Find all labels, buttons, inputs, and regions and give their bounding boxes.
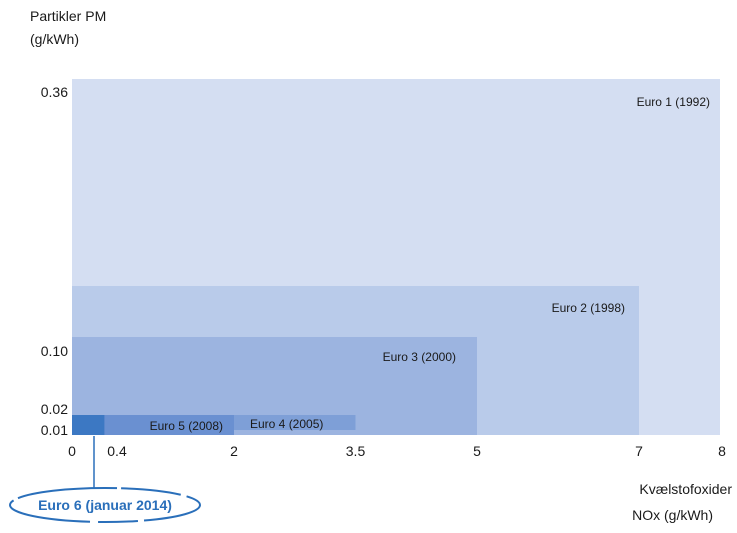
x-tick-7: 7: [635, 443, 643, 459]
euro-6-highlight-ellipse: [9, 487, 201, 523]
y-axis-label-line-2: (g/kWh): [30, 31, 79, 47]
x-tick-0-4: 0.4: [107, 443, 127, 459]
y-tick-0.01: 0.01: [41, 422, 68, 438]
x-tick-3-5: 3.5: [346, 443, 366, 459]
area-euro-6: [72, 415, 105, 435]
x-tick-2: 2: [230, 443, 238, 459]
x-axis-label-line-1: Kvælstofoxider: [639, 481, 732, 497]
x-axis-label-line-2: NOx (g/kWh): [632, 507, 713, 523]
y-tick-0.10: 0.10: [41, 343, 68, 359]
label-euro-2: Euro 2 (1998): [552, 301, 625, 315]
x-tick-5: 5: [473, 443, 481, 459]
area-euro-5: [72, 415, 234, 435]
label-euro-3: Euro 3 (2000): [383, 350, 456, 364]
label-euro-4: Euro 4 (2005): [250, 417, 323, 431]
x-tick-8: 8: [718, 443, 726, 459]
euro-6-annotation-label: Euro 6 (januar 2014): [38, 497, 172, 513]
label-euro-5: Euro 5 (2008): [150, 419, 223, 433]
y-tick-0.36: 0.36: [41, 84, 68, 100]
y-axis-label-line-1: Partikler PM: [30, 8, 107, 24]
label-euro-1: Euro 1 (1992): [637, 95, 710, 109]
x-tick-0: 0: [68, 443, 76, 459]
y-tick-0.02: 0.02: [41, 401, 68, 417]
